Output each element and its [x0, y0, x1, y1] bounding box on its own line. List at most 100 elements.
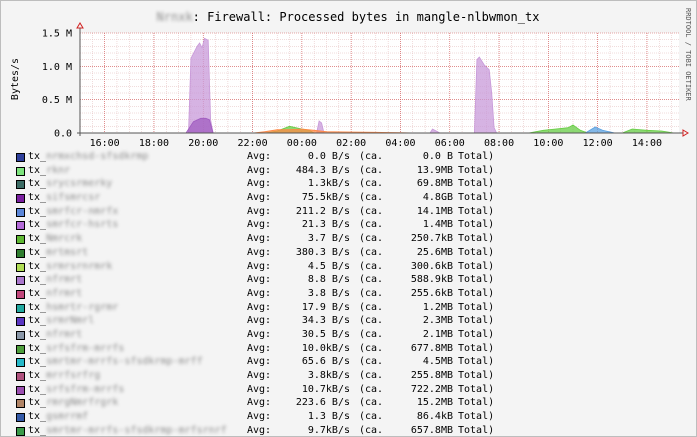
legend-swatch	[16, 153, 25, 162]
legend-series-name: tx_smrfcr-hsrts	[28, 218, 118, 232]
legend-avg-label: Avg:	[247, 301, 272, 313]
legend-series-suffix: mrrfsrfrg	[46, 370, 101, 381]
legend-avg-value: 75.5kB/s	[301, 192, 350, 204]
legend-total-value: 0.0 B	[422, 151, 453, 162]
y-tick-label: 1.0 M	[42, 62, 72, 73]
legend-swatch	[16, 372, 25, 381]
legend-total-label: Total)	[458, 342, 495, 354]
legend-avg-value: 3.8kB/s	[307, 370, 350, 381]
legend-total-value: 677.8MB	[410, 342, 453, 354]
legend-series-prefix: tx_	[28, 219, 47, 231]
legend-row: tx_srfsfrm-mrrfs Avg: 10.0kB/s (ca. 677.8MB T…	[13, 342, 673, 356]
legend-avg-value: 30.5 B/s	[301, 328, 350, 340]
legend-row: tx_nfrmrt Avg: 8.8 B/s (ca. 588.9kB Total)	[13, 273, 673, 287]
legend-swatch	[16, 426, 25, 436]
legend-avg-label: Avg:	[247, 356, 272, 368]
legend-avg-value: 9.7kB/s	[307, 424, 350, 436]
x-tick-label: 20:00	[188, 138, 218, 149]
legend-series-prefix: tx_	[28, 383, 47, 395]
legend-avg-label: Avg:	[247, 192, 272, 204]
legend-avg-value: 1.3kB/s	[307, 178, 350, 190]
legend-total-value: 1.4MB	[422, 219, 453, 231]
legend-swatch	[16, 207, 25, 217]
legend-swatch	[16, 317, 25, 327]
legend-total-label: Total)	[458, 370, 495, 381]
legend-total-value: 1.2MB	[422, 301, 453, 313]
legend-series-name: tx_nfrmrt	[28, 328, 82, 342]
legend-avg-value: 3.7 B/s	[307, 233, 350, 245]
legend-series-prefix: tx_	[28, 411, 47, 423]
legend-swatch	[16, 166, 25, 176]
legend-avg-label: Avg:	[247, 219, 272, 231]
legend-series-name: tx_smrtmr-mrrfs-sfsdkrmp-mrfsrnrf	[28, 424, 227, 437]
legend-series-suffix: nfrmrt	[46, 328, 83, 340]
legend-series-prefix: tx_	[28, 315, 47, 327]
legend-row: tx_smrfcr-nmrfx Avg: 211.2 B/s (ca. 14.1MB To…	[13, 205, 673, 219]
legend-series-suffix: smrtmr-mrrfs-sfsdkrmp-mrfsrnrf	[46, 424, 227, 436]
legend-row: tx_mrtmsrt Avg: 380.3 B/s (ca. 25.6MB Total)	[13, 246, 673, 260]
legend-ca-label: (ca.	[359, 287, 384, 299]
y-axis-label: Bytes/s	[10, 58, 21, 100]
legend-series-suffix: srfsfrm-mrrfs	[46, 342, 125, 354]
legend-ca-label: (ca.	[359, 356, 384, 368]
legend-row: tx_srfsfrm-mrrfs Avg: 10.7kB/s (ca. 722.2MB T…	[13, 383, 673, 397]
legend-series-name: tx_srmrsrnrmrk	[28, 260, 112, 274]
legend-ca-label: (ca.	[359, 424, 384, 436]
legend-series-prefix: tx_	[28, 328, 47, 340]
legend-row: tx_rmrgNmrfrgrk Avg: 223.6 B/s (ca. 15.2MB To…	[13, 396, 673, 410]
legend-total-value: 255.6kB	[410, 287, 453, 299]
legend-total-label: Total)	[458, 164, 495, 176]
plot-background	[80, 33, 679, 133]
legend-ca-label: (ca.	[359, 370, 384, 381]
legend-total-value: 657.8MB	[410, 424, 453, 436]
legend-ca-label: (ca.	[359, 342, 384, 354]
legend-series-suffix: smrfcr-nmrfx	[46, 205, 119, 217]
chart-title: Nrnxk: Firewall: Processed bytes in mang…	[157, 10, 540, 24]
legend-series-prefix: tx_	[28, 342, 47, 354]
legend-total-label: Total)	[458, 205, 495, 217]
legend-swatch	[16, 180, 25, 190]
legend-total-value: 4.8GB	[422, 192, 453, 204]
legend-series-prefix: tx_	[28, 164, 47, 176]
legend-total-label: Total)	[458, 356, 495, 368]
legend-ca-label: (ca.	[359, 315, 384, 327]
legend-total-label: Total)	[458, 328, 495, 340]
legend-series-name: tx_smrfcr-nmrfx	[28, 205, 118, 219]
legend-avg-value: 8.8 B/s	[307, 274, 350, 286]
x-tick-label: 16:00	[90, 138, 120, 149]
legend-total-value: 588.9kB	[410, 274, 453, 286]
legend-series-prefix: tx_	[28, 287, 47, 299]
legend-series-prefix: tx_	[28, 397, 47, 409]
legend-swatch	[16, 413, 25, 423]
legend-swatch	[16, 262, 25, 272]
legend-ca-label: (ca.	[359, 233, 384, 245]
legend-ca-label: (ca.	[359, 151, 384, 162]
legend-series-name: tx_rknr	[28, 164, 70, 178]
legend-avg-value: 34.3 B/s	[301, 315, 350, 327]
legend-series-name: tx_srmrNmrl	[28, 314, 94, 328]
legend-total-value: 250.7kB	[410, 233, 453, 245]
legend-avg-label: Avg:	[247, 397, 272, 409]
legend-ca-label: (ca.	[359, 246, 384, 258]
legend-series-name: tx_Nmrcrk	[28, 232, 82, 246]
x-tick-label: 00:00	[287, 138, 317, 149]
legend-avg-value: 223.6 B/s	[295, 397, 350, 409]
legend-total-label: Total)	[458, 397, 495, 409]
legend-avg-label: Avg:	[247, 151, 272, 162]
legend-swatch	[16, 221, 25, 231]
legend-swatch	[16, 358, 25, 368]
legend-avg-value: 65.6 B/s	[301, 356, 350, 368]
legend-swatch	[16, 385, 25, 395]
legend-total-label: Total)	[458, 315, 495, 327]
legend-series-name: tx_srfsfrm-mrrfs	[28, 342, 124, 356]
legend-series-suffix: nrmxchsd-sfsdkrmp	[46, 151, 149, 162]
legend-series-suffix: smrfcr-hsrts	[46, 219, 119, 231]
legend-avg-label: Avg:	[247, 315, 272, 327]
legend-avg-value: 380.3 B/s	[295, 246, 350, 258]
legend-total-label: Total)	[458, 178, 495, 190]
legend-total-label: Total)	[458, 233, 495, 245]
chart-title-host: Nrnxk	[157, 10, 194, 24]
legend-row: tx_nfrmrt Avg: 3.8 B/s (ca. 255.6kB Total)	[13, 287, 673, 301]
y-tick-label: 0.5 M	[42, 95, 72, 106]
legend-swatch	[16, 289, 25, 299]
